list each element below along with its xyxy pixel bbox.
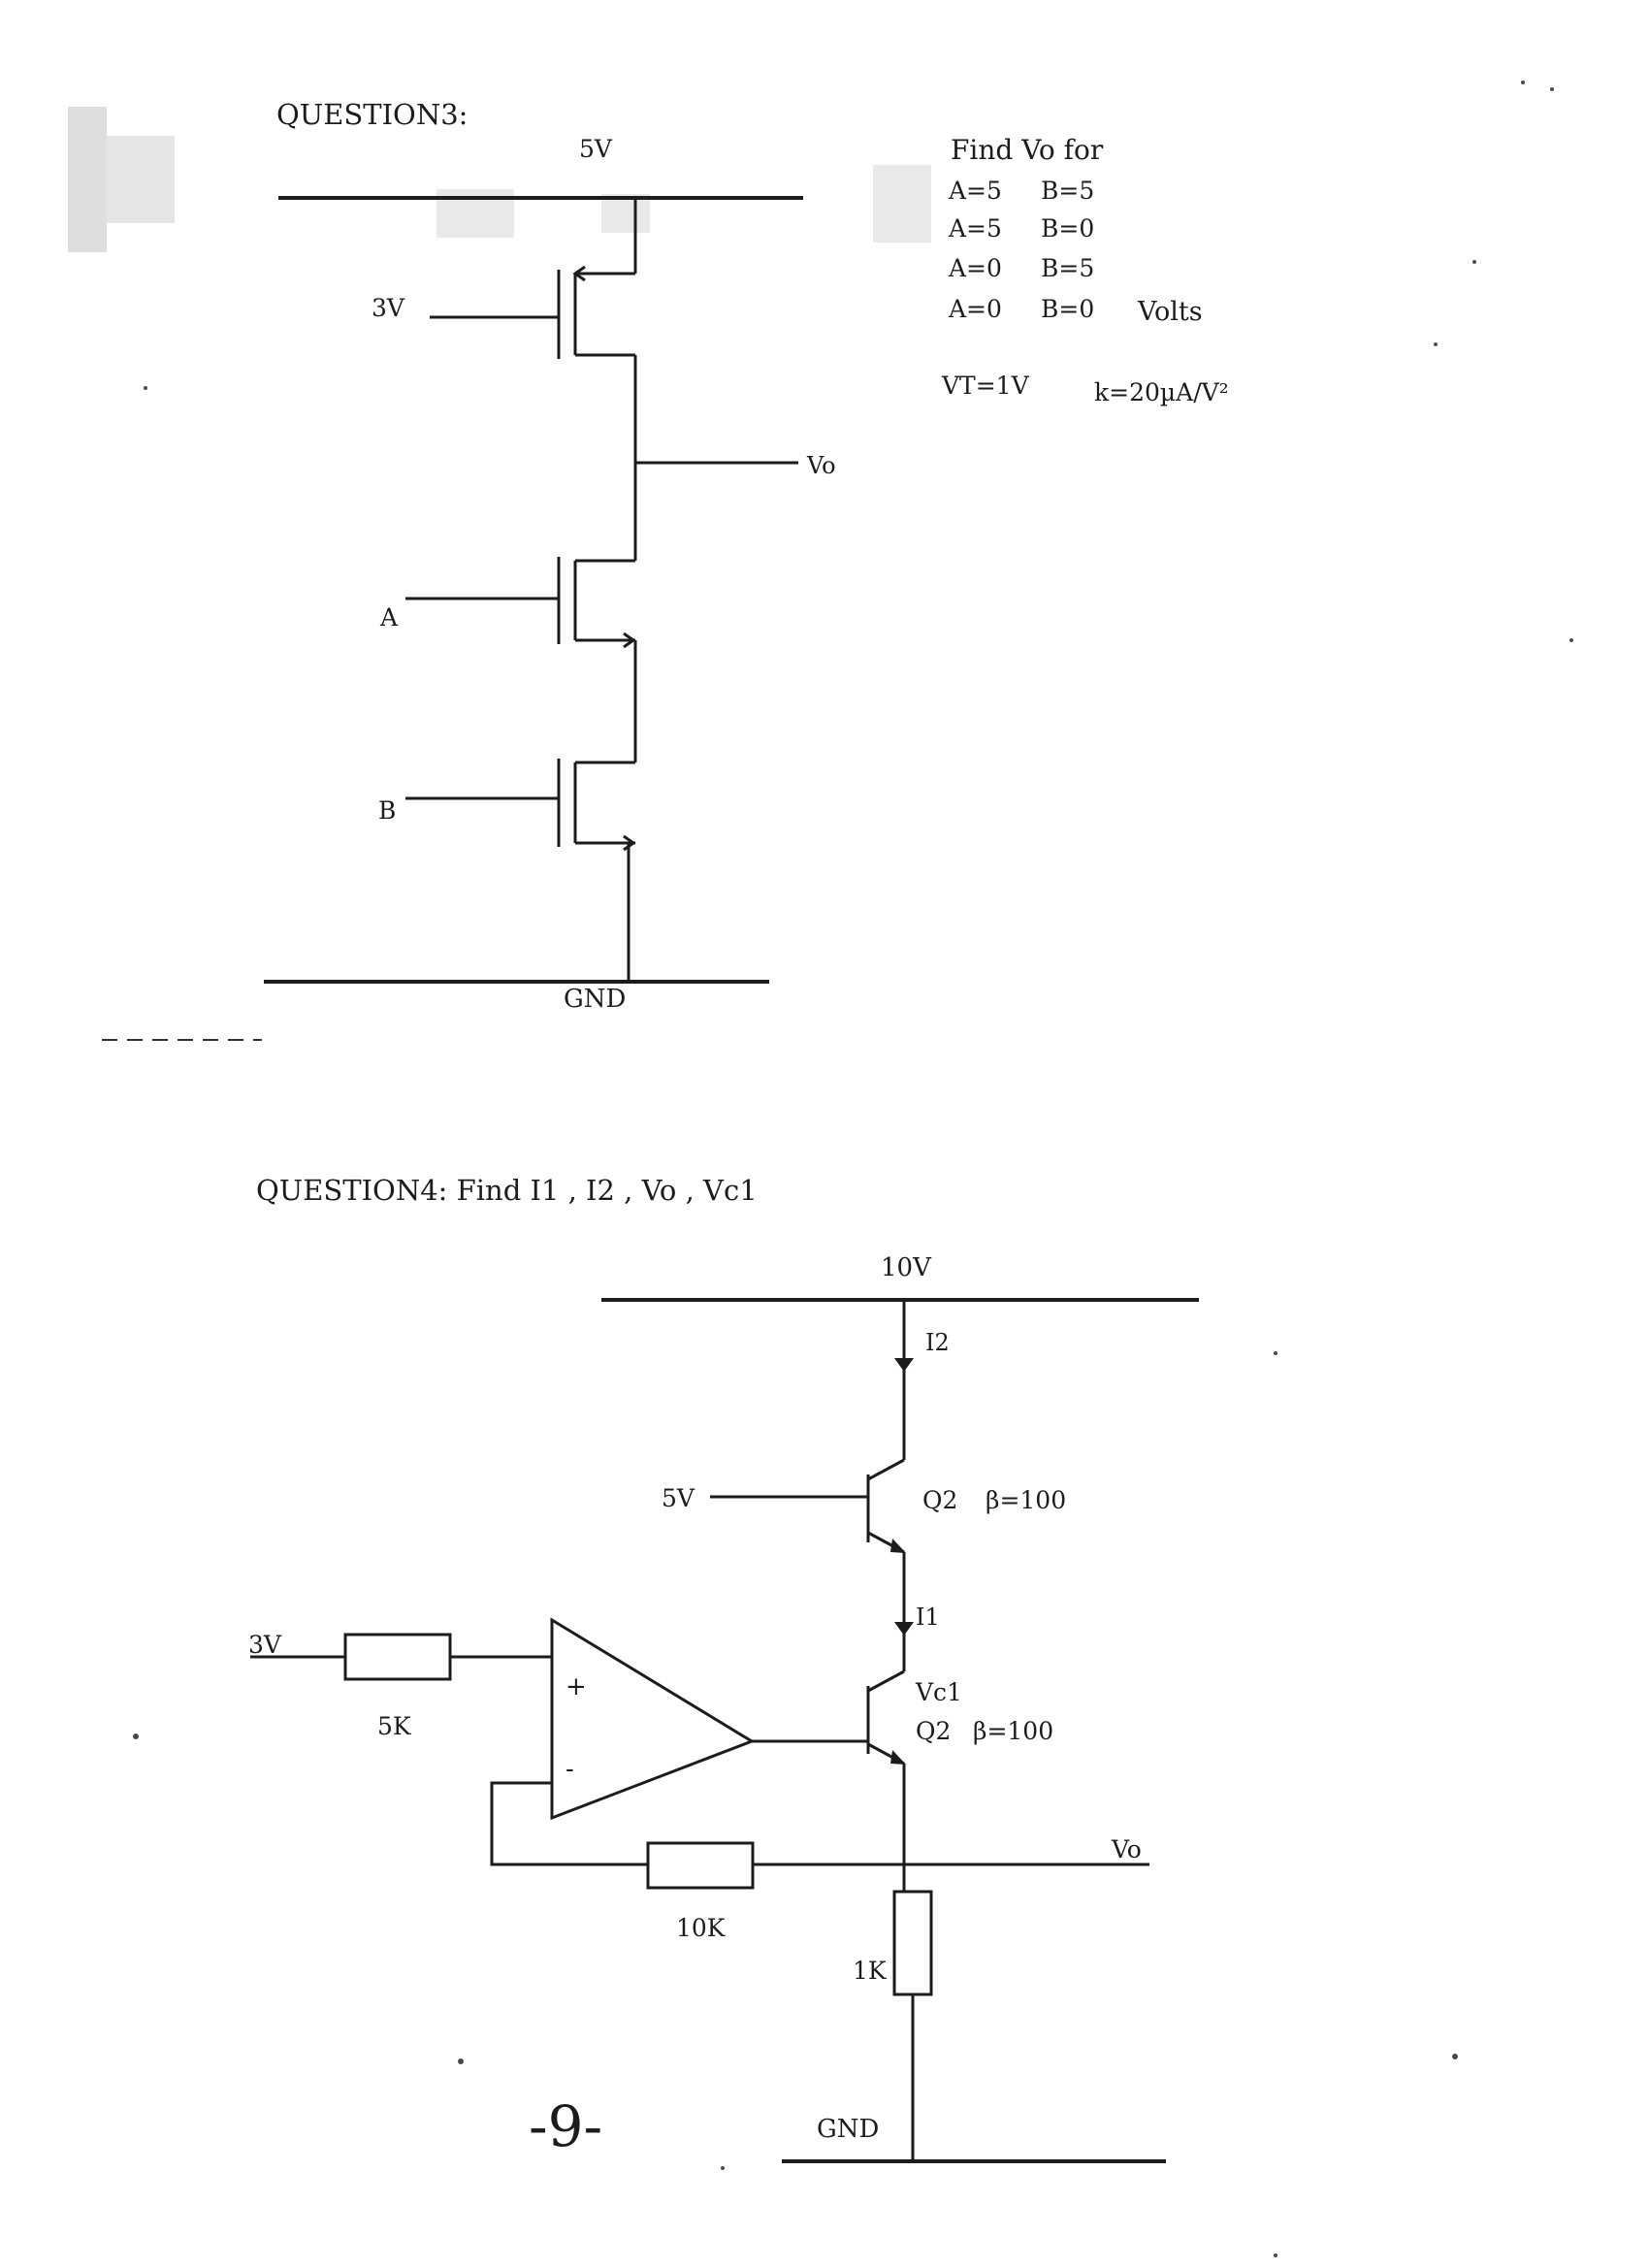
i2-current-arrow	[894, 1358, 914, 1372]
question3-title: QUESTION3:	[276, 98, 468, 131]
q3-case-2-a: A=5	[948, 214, 1002, 243]
q3-case-4-a: A=0	[948, 295, 1002, 323]
q4-upper-base-label: 5V	[662, 1484, 695, 1512]
q4-upper-name: Q2	[922, 1486, 957, 1514]
question4-title: QUESTION4: Find I1 , I2 , Vo , Vc1	[256, 1174, 758, 1207]
q3-ground-label: GND	[564, 985, 626, 1014]
opamp-plus-sign: +	[566, 1672, 587, 1701]
q4-upper-transistor	[710, 1458, 906, 1554]
q4-lower-beta: β=100	[973, 1717, 1053, 1745]
q3-instructions-heading: Find Vo for	[951, 134, 1104, 166]
q3-case-3-a: A=0	[948, 254, 1002, 282]
q3-case-1-b: B=5	[1041, 177, 1094, 205]
q3-output-label: Vo	[806, 452, 836, 479]
q4-opamp	[550, 1617, 756, 1821]
q4-input-label: 3V	[248, 1631, 282, 1659]
q4-r-input-label: 5K	[377, 1712, 412, 1740]
q3-k: k=20µA/V²	[1094, 378, 1229, 406]
i1-current-arrow	[894, 1622, 914, 1636]
q4-r-feedback-label: 10K	[676, 1914, 727, 1942]
question4-section: QUESTION4: Find I1 , I2 , Vo , Vc1 10V I…	[248, 1174, 1199, 2163]
q3-case-4-b: B=0	[1041, 295, 1094, 323]
question3-supply-label: 5V	[579, 135, 613, 163]
q3-input-b-label: B	[378, 796, 396, 825]
opamp-minus-sign: -	[566, 1755, 574, 1784]
q4-feedback-wire	[490, 1781, 1149, 1866]
q3-case-2-b: B=0	[1041, 214, 1094, 243]
question3-section: QUESTION3: 5V 3V Vo A	[264, 98, 1229, 1014]
q4-supply-label: 10V	[881, 1253, 932, 1282]
q4-r-load-label: 1K	[853, 1957, 888, 1985]
r-input-5k	[343, 1633, 452, 1681]
q3-case-3-b: B=5	[1041, 254, 1094, 282]
r-load-1k	[892, 1890, 933, 1996]
page-number: -9-	[529, 2093, 602, 2159]
q4-vc1-label: Vc1	[915, 1678, 962, 1706]
q4-upper-beta: β=100	[986, 1486, 1066, 1514]
q4-output-label: Vo	[1111, 1835, 1142, 1863]
q3-input-a-label: A	[379, 603, 399, 632]
scan-noise	[68, 81, 1573, 2257]
q3-case-1-a: A=5	[948, 177, 1002, 205]
r-feedback-10k	[646, 1841, 755, 1890]
q4-lower-name: Q2	[916, 1717, 951, 1745]
q4-ground-label: GND	[817, 2115, 879, 2144]
q3-instructions: Find Vo for A=5 B=5 A=5 B=0 A=0 B=5 A=0 …	[941, 134, 1229, 406]
q4-lower-transistor	[752, 1669, 906, 1766]
q3-vt: VT=1V	[941, 372, 1030, 400]
q4-i1-label: I1	[916, 1604, 940, 1631]
q4-i2-label: I2	[925, 1329, 950, 1356]
q3-pmos-load	[430, 198, 637, 359]
q3-gate-bias-label: 3V	[372, 294, 405, 322]
q3-nmos-b	[405, 759, 636, 852]
q3-nmos-a	[405, 557, 636, 649]
q3-units: Volts	[1137, 297, 1203, 327]
